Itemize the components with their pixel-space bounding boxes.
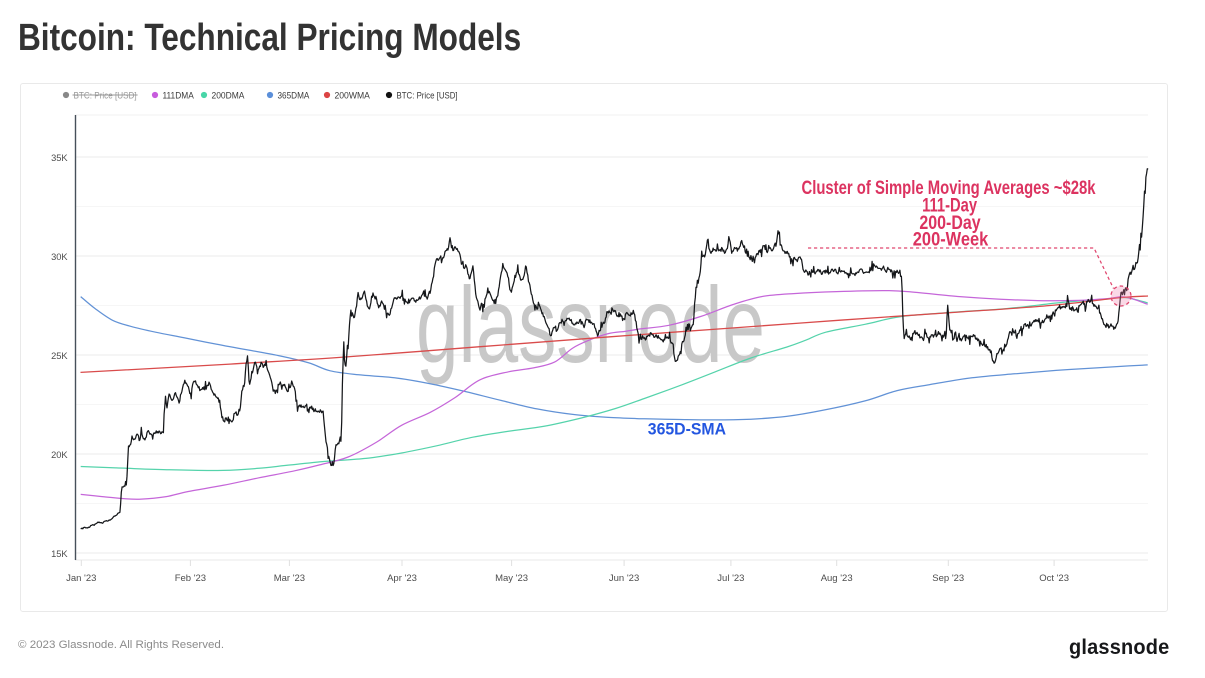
svg-text:200-Day: 200-Day [919,212,980,234]
svg-text:111-Day: 111-Day [922,195,977,216]
svg-text:Feb '23: Feb '23 [175,573,206,584]
svg-text:Oct '23: Oct '23 [1039,573,1069,584]
svg-text:20K: 20K [51,450,68,460]
svg-text:Mar '23: Mar '23 [274,573,305,584]
svg-text:200-Week: 200-Week [913,228,989,249]
svg-text:365DMA: 365DMA [278,90,310,101]
svg-text:May '23: May '23 [495,573,528,584]
svg-text:Cluster of Simple Moving Avera: Cluster of Simple Moving Averages ~$28k [802,176,1096,198]
svg-text:15K: 15K [51,549,68,559]
svg-text:Jul '23: Jul '23 [717,573,744,584]
svg-text:Apr '23: Apr '23 [387,573,417,584]
svg-text:BTC: Price [USD]: BTC: Price [USD] [397,90,458,101]
svg-text:Jun '23: Jun '23 [609,573,639,584]
svg-text:glassnode: glassnode [416,264,765,385]
svg-text:25K: 25K [51,351,68,361]
svg-text:35K: 35K [51,153,68,163]
svg-text:200WMA: 200WMA [335,90,371,101]
svg-text:30K: 30K [51,252,68,262]
svg-text:365D-SMA: 365D-SMA [648,420,726,438]
svg-text:111DMA: 111DMA [163,90,194,101]
svg-text:Jan '23: Jan '23 [66,573,96,584]
svg-text:Sep '23: Sep '23 [932,573,964,584]
svg-text:Aug '23: Aug '23 [821,573,853,584]
svg-text:200DMA: 200DMA [212,90,246,101]
